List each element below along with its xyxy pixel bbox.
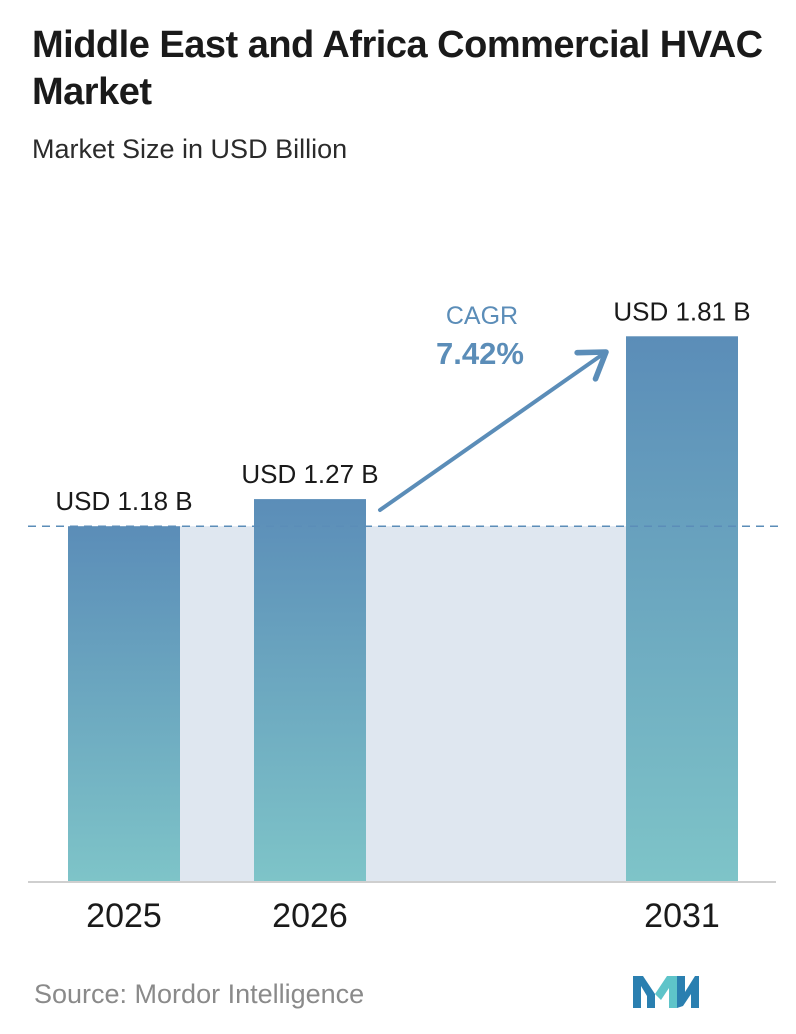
- bar-2025: [68, 526, 180, 882]
- bar-2026: [254, 499, 366, 882]
- value-label-group: USD 1.18 B USD 1.27 B USD 1.81 B: [55, 296, 750, 516]
- x-tick-label-2025: 2025: [86, 897, 162, 935]
- bar-group: [68, 336, 738, 882]
- chart-title: Middle East and Africa Commercial HVAC M…: [32, 24, 763, 113]
- x-tick-label-2031: 2031: [644, 897, 720, 935]
- cagr-value: 7.42%: [436, 336, 524, 371]
- value-label-2025: USD 1.18 B: [55, 486, 192, 516]
- bar-2031: [626, 336, 738, 882]
- mordor-intelligence-logo-icon: [633, 976, 699, 1008]
- value-label-2026: USD 1.27 B: [241, 459, 378, 489]
- value-label-2031: USD 1.81 B: [613, 296, 750, 326]
- source-text: Source: Mordor Intelligence: [34, 979, 365, 1009]
- x-tick-label-group: 2025 2026 2031: [86, 897, 720, 935]
- cagr-label: CAGR: [446, 302, 518, 330]
- x-tick-label-2026: 2026: [272, 897, 348, 935]
- chart-subtitle: Market Size in USD Billion: [32, 134, 348, 164]
- cagr-arrow: [378, 349, 609, 512]
